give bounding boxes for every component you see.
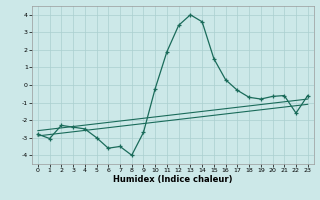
- X-axis label: Humidex (Indice chaleur): Humidex (Indice chaleur): [113, 175, 233, 184]
